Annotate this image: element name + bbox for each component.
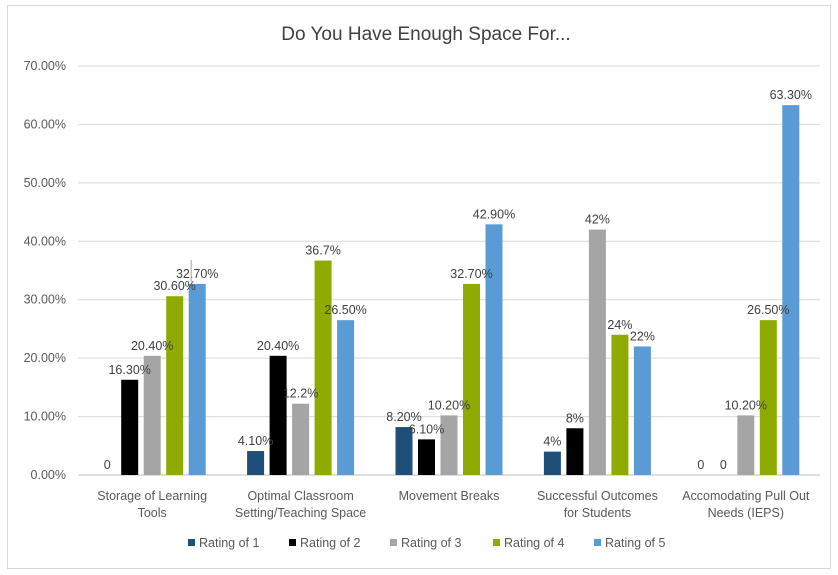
bar	[314, 260, 332, 475]
bar	[337, 320, 355, 475]
legend-swatch	[493, 539, 500, 546]
legend-swatch	[390, 539, 397, 546]
data-label: 22%	[630, 329, 655, 343]
bar	[588, 229, 606, 475]
bars	[121, 105, 800, 475]
data-label: 20.40%	[257, 339, 299, 353]
data-labels: 016.30%20.40%30.60%32.70%4.10%20.40%12.2…	[104, 88, 812, 472]
bar	[485, 224, 503, 475]
y-axis-tick-labels: 0.00% 10.00% 20.00% 30.00% 40.00% 50.00% 60.00…	[24, 59, 66, 482]
bar	[143, 355, 161, 475]
bar	[543, 451, 561, 475]
bar	[463, 283, 480, 475]
x-tick-label: Movement Breaks	[399, 489, 500, 503]
bar	[759, 320, 777, 475]
data-label: 0	[697, 458, 704, 472]
data-label: 0	[720, 458, 727, 472]
legend-swatch	[594, 539, 601, 546]
data-label: 10.20%	[428, 398, 470, 412]
data-label: 32.70%	[450, 267, 492, 281]
bar	[247, 451, 265, 475]
bar	[395, 427, 413, 475]
y-tick-label: 0.00%	[31, 468, 66, 482]
data-label: 8.20%	[386, 410, 421, 424]
bar	[782, 105, 800, 475]
bar	[166, 296, 184, 475]
x-tick-label: Accomodating Pull Out Needs (IEPS)	[682, 489, 810, 520]
data-label: 16.30%	[108, 363, 150, 377]
legend: Rating of 1 Rating of 2 Rating of 3 Rating …	[188, 536, 666, 550]
data-label: 12.2%	[283, 387, 318, 401]
data-label: 26.50%	[324, 303, 366, 317]
data-label: 32.70%	[176, 267, 218, 281]
x-tick-label: Optimal Classroom Setting/Teaching Space	[235, 489, 366, 520]
bar	[737, 415, 755, 475]
y-tick-label: 50.00%	[24, 176, 66, 190]
data-label: 6.10%	[409, 422, 444, 436]
bar	[440, 415, 458, 475]
y-tick-label: 70.00%	[24, 59, 66, 73]
data-label: 20.40%	[131, 339, 173, 353]
data-label: 24%	[607, 318, 632, 332]
x-tick-label: Storage of Learning Tools	[97, 489, 207, 520]
bar	[121, 379, 139, 475]
data-label: 8%	[566, 411, 584, 425]
y-tick-label: 10.00%	[24, 410, 66, 424]
legend-label: Rating of 4	[504, 536, 565, 550]
bar	[292, 403, 310, 475]
legend-swatch	[289, 539, 296, 546]
data-label: 10.20%	[725, 398, 767, 412]
data-label: 26.50%	[747, 303, 789, 317]
data-label: 42%	[585, 213, 610, 227]
legend-swatch	[188, 539, 195, 546]
chart-frame: Do You Have Enough Space For... 0.00% 10.…	[7, 5, 831, 569]
bar	[269, 355, 287, 475]
y-tick-label: 20.00%	[24, 351, 66, 365]
y-tick-label: 40.00%	[24, 234, 66, 248]
bar	[611, 334, 629, 475]
data-label: 30.60%	[153, 279, 195, 293]
legend-label: Rating of 2	[300, 536, 361, 550]
x-axis-category-labels: Storage of Learning Tools Optimal Classroo…	[97, 489, 810, 520]
y-tick-label: 60.00%	[24, 117, 66, 131]
data-label: 36.7%	[305, 244, 340, 258]
y-tick-label: 30.00%	[24, 293, 66, 307]
bar	[566, 428, 584, 475]
data-label: 63.30%	[770, 88, 812, 102]
legend-label: Rating of 3	[401, 536, 462, 550]
x-tick-label: Successful Outcomes for Students	[537, 489, 658, 520]
data-label: 4.10%	[238, 434, 273, 448]
data-label: 42.90%	[473, 207, 515, 221]
data-label: 4%	[543, 435, 561, 449]
bar	[418, 439, 435, 475]
legend-label: Rating of 5	[605, 536, 666, 550]
chart-svg: Do You Have Enough Space For... 0.00% 10.…	[24, 24, 820, 550]
chart-title: Do You Have Enough Space For...	[281, 24, 570, 45]
bar	[633, 346, 651, 475]
bar	[188, 283, 206, 475]
legend-label: Rating of 1	[199, 536, 260, 550]
data-label: 0	[104, 458, 111, 472]
